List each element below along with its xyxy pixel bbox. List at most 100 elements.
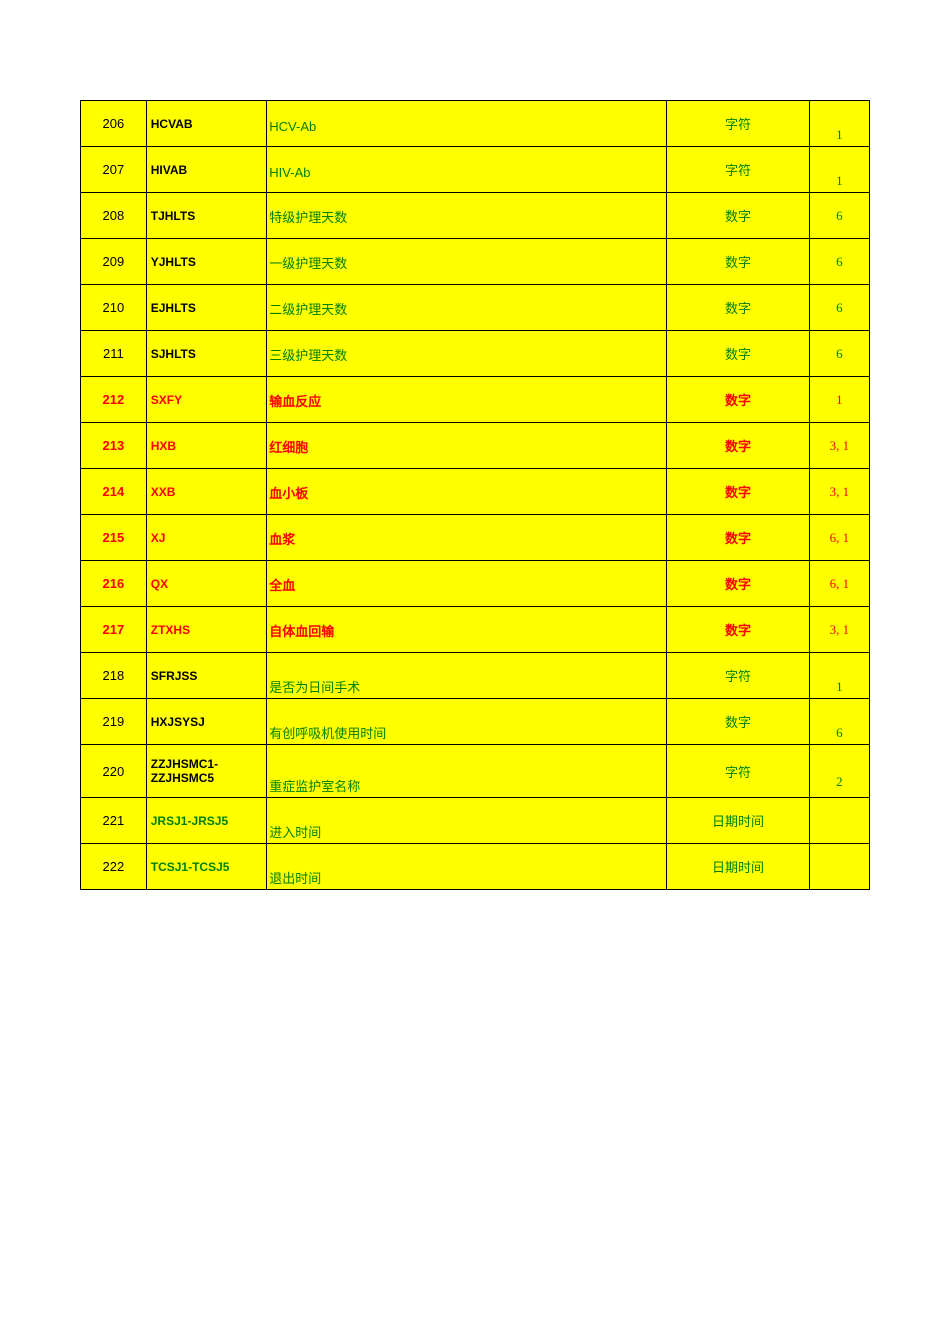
field-value-cell: 6 — [809, 285, 869, 331]
field-type: 数字 — [667, 377, 809, 423]
field-description: 进入时间 — [267, 798, 666, 843]
table-row: 206HCVABHCV-Ab字符1 — [81, 101, 870, 147]
field-value: 3, 1 — [810, 472, 869, 512]
field-value-cell: 6 — [809, 239, 869, 285]
field-description: 自体血回输 — [267, 609, 666, 652]
row-number: 208 — [81, 193, 147, 239]
table-row: 221JRSJ1-JRSJ5进入时间日期时间 — [81, 798, 870, 844]
row-number: 215 — [81, 515, 147, 561]
row-number: 218 — [81, 653, 147, 699]
field-desc-cell: 一级护理天数 — [267, 239, 667, 285]
field-desc-cell: 三级护理天数 — [267, 331, 667, 377]
field-type: 数字 — [667, 469, 809, 515]
field-value: 6 — [810, 288, 869, 328]
field-type: 数字 — [667, 239, 809, 285]
field-value: 6, 1 — [810, 564, 869, 604]
field-desc-cell: 全血 — [267, 561, 667, 607]
table-row: 216QX全血数字6, 1 — [81, 561, 870, 607]
field-desc-cell: 是否为日间手术 — [267, 653, 667, 699]
field-code: ZZJHSMC1-ZZJHSMC5 — [146, 745, 267, 798]
field-type: 日期时间 — [667, 798, 809, 844]
field-value: 2 — [810, 750, 869, 792]
field-type: 数字 — [667, 331, 809, 377]
field-description: 输血反应 — [267, 379, 666, 422]
field-desc-cell: 自体血回输 — [267, 607, 667, 653]
field-type: 数字 — [667, 285, 809, 331]
field-type: 字符 — [667, 147, 809, 193]
field-description: 特级护理天数 — [267, 195, 666, 238]
field-desc-cell: HCV-Ab — [267, 101, 667, 147]
field-description: HIV-Ab — [267, 153, 666, 192]
field-desc-cell: 进入时间 — [267, 798, 667, 844]
field-description: 血浆 — [267, 517, 666, 560]
field-desc-cell: 红细胞 — [267, 423, 667, 469]
field-description: 重症监护室名称 — [267, 752, 666, 797]
field-code: JRSJ1-JRSJ5 — [146, 798, 267, 844]
field-description: 三级护理天数 — [267, 333, 666, 376]
field-description: 是否为日间手术 — [267, 653, 666, 698]
field-description: 血小板 — [267, 471, 666, 514]
field-desc-cell: 血浆 — [267, 515, 667, 561]
field-code: TCSJ1-TCSJ5 — [146, 844, 267, 890]
table-row: 219HXJSYSJ有创呼吸机使用时间数字6 — [81, 699, 870, 745]
field-value-cell: 3, 1 — [809, 423, 869, 469]
field-description: 全血 — [267, 563, 666, 606]
table-row: 208TJHLTS特级护理天数数字6 — [81, 193, 870, 239]
field-code: HXB — [146, 423, 267, 469]
row-number: 219 — [81, 699, 147, 745]
field-desc-cell: 二级护理天数 — [267, 285, 667, 331]
row-number: 209 — [81, 239, 147, 285]
row-number: 216 — [81, 561, 147, 607]
data-table: 206HCVABHCV-Ab字符1207HIVABHIV-Ab字符1208TJH… — [80, 100, 870, 890]
table-row: 218SFRJSS是否为日间手术字符1 — [81, 653, 870, 699]
table-body: 206HCVABHCV-Ab字符1207HIVABHIV-Ab字符1208TJH… — [81, 101, 870, 890]
field-value: 1 — [810, 149, 869, 191]
field-type: 数字 — [667, 515, 809, 561]
field-value: 6 — [810, 242, 869, 282]
field-value: 6, 1 — [810, 518, 869, 558]
field-value: 6 — [810, 334, 869, 374]
field-code: XXB — [146, 469, 267, 515]
row-number: 212 — [81, 377, 147, 423]
field-code: QX — [146, 561, 267, 607]
field-code: XJ — [146, 515, 267, 561]
table-row: 211SJHLTS三级护理天数数字6 — [81, 331, 870, 377]
field-value: 1 — [810, 103, 869, 145]
field-code: HIVAB — [146, 147, 267, 193]
table-row: 213HXB红细胞数字3, 1 — [81, 423, 870, 469]
field-value — [810, 808, 869, 834]
field-value-cell: 3, 1 — [809, 469, 869, 515]
field-desc-cell: 输血反应 — [267, 377, 667, 423]
field-description: 一级护理天数 — [267, 241, 666, 284]
field-value-cell: 6, 1 — [809, 515, 869, 561]
table-row: 220ZZJHSMC1-ZZJHSMC5重症监护室名称字符2 — [81, 745, 870, 798]
field-value-cell: 6 — [809, 331, 869, 377]
field-code: ZTXHS — [146, 607, 267, 653]
row-number: 214 — [81, 469, 147, 515]
table-row: 210EJHLTS二级护理天数数字6 — [81, 285, 870, 331]
row-number: 222 — [81, 844, 147, 890]
row-number: 207 — [81, 147, 147, 193]
table-row: 209YJHLTS一级护理天数数字6 — [81, 239, 870, 285]
row-number: 220 — [81, 745, 147, 798]
field-code: SJHLTS — [146, 331, 267, 377]
field-code: HXJSYSJ — [146, 699, 267, 745]
field-value-cell: 6 — [809, 193, 869, 239]
field-value-cell: 1 — [809, 653, 869, 699]
field-code: EJHLTS — [146, 285, 267, 331]
field-desc-cell: 退出时间 — [267, 844, 667, 890]
field-type: 字符 — [667, 101, 809, 147]
table-row: 222TCSJ1-TCSJ5退出时间日期时间 — [81, 844, 870, 890]
field-type: 字符 — [667, 653, 809, 699]
field-value-cell: 1 — [809, 377, 869, 423]
table-row: 215XJ血浆数字6, 1 — [81, 515, 870, 561]
row-number: 206 — [81, 101, 147, 147]
row-number: 211 — [81, 331, 147, 377]
field-desc-cell: 特级护理天数 — [267, 193, 667, 239]
row-number: 221 — [81, 798, 147, 844]
field-type: 数字 — [667, 423, 809, 469]
field-value-cell: 6 — [809, 699, 869, 745]
field-code: SXFY — [146, 377, 267, 423]
field-value-cell — [809, 844, 869, 890]
field-type: 数字 — [667, 561, 809, 607]
